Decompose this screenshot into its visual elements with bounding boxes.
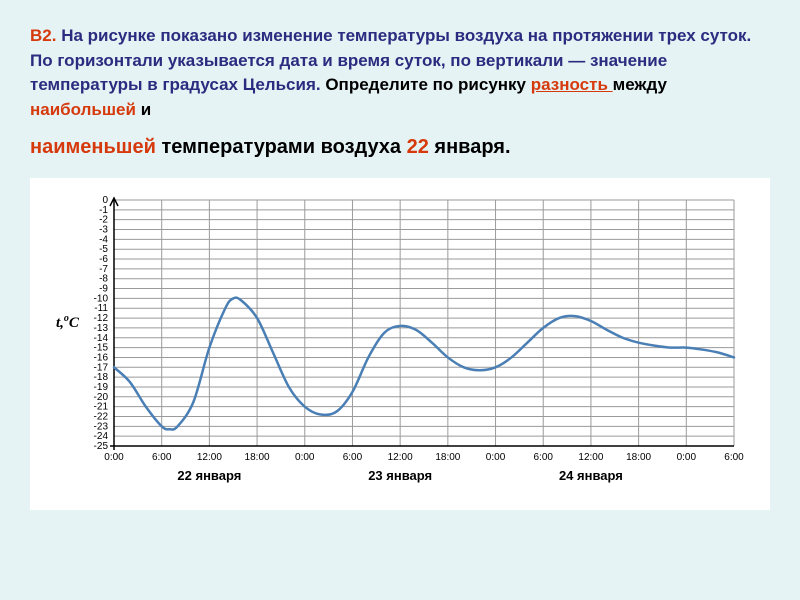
svg-text:18:00: 18:00 <box>245 452 270 463</box>
svg-text:0:00: 0:00 <box>486 452 506 463</box>
svg-text:t,oC: t,oC <box>56 313 80 331</box>
question-part2a: Определите по рисунку <box>325 75 530 94</box>
question-keyword-min: наименьшей <box>30 136 156 158</box>
svg-text:12:00: 12:00 <box>578 452 603 463</box>
svg-text:6:00: 6:00 <box>152 452 172 463</box>
question-last1: температурами воздуха <box>156 136 407 158</box>
svg-text:6:00: 6:00 <box>533 452 553 463</box>
temperature-chart: 0-1-2-3-4-5-6-7-8-9-10-11-12-13-14-15-16… <box>38 186 758 506</box>
question-keyword-max: наибольшей <box>30 100 136 119</box>
question-prefix: В2. <box>30 26 56 45</box>
question-block: В2. На рисунке показано изменение темпер… <box>0 0 800 172</box>
svg-text:24 января: 24 января <box>559 468 623 483</box>
svg-text:6:00: 6:00 <box>724 452 744 463</box>
question-part2b: между <box>613 75 667 94</box>
question-last-line: наименьшей температурами воздуха 22 янва… <box>30 133 770 162</box>
question-keyword-diff: разность <box>531 75 613 94</box>
svg-text:12:00: 12:00 <box>388 452 413 463</box>
chart-container: 0-1-2-3-4-5-6-7-8-9-10-11-12-13-14-15-16… <box>30 178 770 510</box>
svg-text:-25: -25 <box>94 441 109 452</box>
svg-text:23 января: 23 января <box>368 468 432 483</box>
svg-text:0:00: 0:00 <box>677 452 697 463</box>
svg-text:22 января: 22 января <box>177 468 241 483</box>
svg-text:18:00: 18:00 <box>626 452 651 463</box>
question-part2c: и <box>136 100 151 119</box>
svg-text:0:00: 0:00 <box>104 452 124 463</box>
svg-text:12:00: 12:00 <box>197 452 222 463</box>
question-keyword-date: 22 <box>407 136 429 158</box>
svg-text:6:00: 6:00 <box>343 452 363 463</box>
svg-text:18:00: 18:00 <box>435 452 460 463</box>
svg-text:0:00: 0:00 <box>295 452 315 463</box>
question-last2: января. <box>429 136 511 158</box>
